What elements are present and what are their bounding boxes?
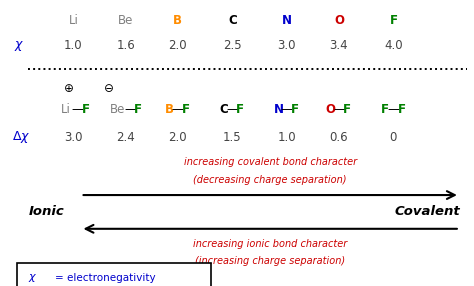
Text: F: F <box>398 103 405 116</box>
Text: F: F <box>343 103 351 116</box>
Text: 3.0: 3.0 <box>277 39 296 52</box>
Text: Be: Be <box>110 103 125 116</box>
Text: 1.0: 1.0 <box>64 39 83 52</box>
Text: 2.4: 2.4 <box>116 131 135 144</box>
Text: —: — <box>333 103 345 116</box>
Text: —: — <box>281 103 292 116</box>
Text: O: O <box>334 13 344 27</box>
Text: ⊖: ⊖ <box>104 82 114 95</box>
Text: F: F <box>291 103 299 116</box>
Text: Li: Li <box>69 13 78 27</box>
Text: 3.4: 3.4 <box>329 39 348 52</box>
Text: ⊕: ⊕ <box>64 82 73 95</box>
Text: 4.0: 4.0 <box>384 39 403 52</box>
Text: 1.5: 1.5 <box>223 131 242 144</box>
FancyBboxPatch shape <box>17 263 211 286</box>
Text: Covalent: Covalent <box>394 205 460 218</box>
Text: 2.0: 2.0 <box>168 131 187 144</box>
Text: C: C <box>220 103 228 116</box>
Text: Ionic: Ionic <box>28 205 64 218</box>
Text: $\Delta\chi$: $\Delta\chi$ <box>12 129 30 145</box>
Text: $\chi$: $\chi$ <box>14 39 24 53</box>
Text: F: F <box>390 13 397 27</box>
Text: (decreasing charge separation): (decreasing charge separation) <box>193 175 347 184</box>
Text: F: F <box>82 103 90 116</box>
Text: C: C <box>228 13 237 27</box>
Text: $\chi$: $\chi$ <box>28 272 38 284</box>
Text: Be: Be <box>118 13 133 27</box>
Text: 1.6: 1.6 <box>116 39 135 52</box>
Text: 2.0: 2.0 <box>168 39 187 52</box>
Text: B: B <box>165 103 174 116</box>
Text: B: B <box>173 13 182 27</box>
Text: —: — <box>124 103 136 116</box>
Text: O: O <box>326 103 336 116</box>
Text: —: — <box>227 103 238 116</box>
Text: 1.0: 1.0 <box>277 131 296 144</box>
Text: —: — <box>172 103 183 116</box>
Text: 0: 0 <box>390 131 397 144</box>
Text: increasing ionic bond character: increasing ionic bond character <box>193 239 347 249</box>
Text: 2.5: 2.5 <box>223 39 242 52</box>
Text: increasing covalent bond character: increasing covalent bond character <box>183 158 357 167</box>
Text: 3.0: 3.0 <box>64 131 83 144</box>
Text: F: F <box>237 103 244 116</box>
Text: —: — <box>388 103 399 116</box>
Text: (increasing charge separation): (increasing charge separation) <box>195 256 345 266</box>
Text: Li: Li <box>61 103 70 116</box>
Text: F: F <box>134 103 142 116</box>
Text: = electronegativity: = electronegativity <box>55 273 155 283</box>
Text: F: F <box>182 103 190 116</box>
Text: N: N <box>282 13 292 27</box>
Text: —: — <box>72 103 83 116</box>
Text: N: N <box>273 103 284 116</box>
Text: F: F <box>382 103 389 116</box>
Text: 0.6: 0.6 <box>329 131 348 144</box>
